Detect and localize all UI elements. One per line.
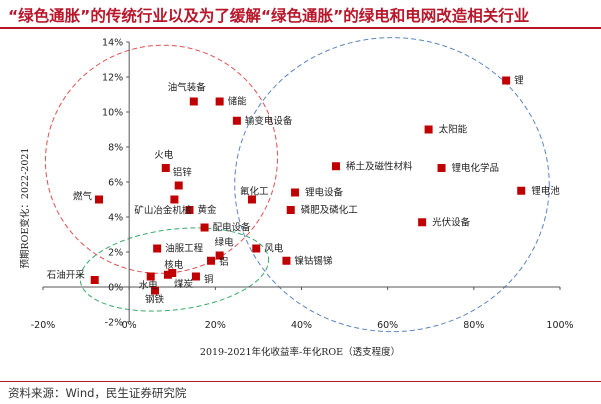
x-tick-label: 0% — [122, 320, 137, 331]
data-point — [215, 97, 224, 106]
y-tick-label: 14% — [102, 38, 123, 49]
x-tick-label: 40% — [291, 320, 312, 331]
data-point — [247, 195, 256, 204]
data-point-label: 太阳能 — [439, 124, 468, 136]
data-point — [161, 164, 170, 172]
x-tick-label: 80% — [463, 320, 484, 331]
data-point — [215, 251, 224, 260]
data-point-label: 铜 — [204, 274, 214, 286]
data-point — [200, 223, 209, 232]
data-point — [424, 125, 433, 134]
data-point — [151, 286, 160, 295]
data-point-label: 锂电化学品 — [452, 162, 500, 174]
cluster-ellipses — [44, 37, 550, 333]
x-tick-label: 60% — [377, 320, 398, 331]
data-point — [437, 164, 446, 172]
x-tick-label: 100% — [546, 320, 573, 331]
data-point — [331, 162, 340, 171]
data-point-label: 火电 — [154, 149, 174, 161]
blue-cluster-ellipse — [234, 37, 550, 333]
data-point-label: 配电设备 — [213, 222, 252, 234]
y-tick-label: 4% — [108, 213, 123, 224]
data-point-label: 锂电池 — [531, 185, 560, 197]
data-point-label: 铝 — [219, 256, 229, 268]
y-tick-label: 8% — [108, 143, 123, 154]
data-point — [282, 256, 291, 265]
chart-axes: -20% 0% 20% 40% 60% 80% 100%-2%0%2%4%6%8%10%12… — [31, 38, 574, 332]
data-point — [95, 195, 104, 204]
data-point-label: 核电 — [164, 259, 184, 271]
data-point-label: 光伏设备 — [432, 216, 471, 228]
data-point — [146, 272, 155, 281]
data-point — [207, 256, 216, 265]
data-point-label: 油服工程 — [165, 243, 204, 255]
x-tick-label: 20% — [205, 320, 226, 331]
data-point — [153, 244, 162, 253]
data-point-label: 水电 — [139, 280, 159, 292]
data-point-label: 锂电设备 — [305, 187, 344, 199]
data-point-label: 稀土及磁性材料 — [346, 160, 413, 172]
y-tick-label: 0% — [108, 283, 123, 294]
data-point-label: 绿电 — [215, 237, 235, 249]
data-point-label: 储能 — [228, 96, 248, 108]
data-point — [232, 116, 241, 125]
data-point — [418, 218, 427, 227]
data-point-label: 铝锌 — [173, 167, 193, 179]
data-point — [191, 272, 200, 281]
data-point — [189, 97, 198, 106]
data-point-label: 油气装备 — [168, 82, 207, 94]
data-point — [185, 206, 194, 214]
y-tick-label: -2% — [105, 318, 124, 329]
data-point-label: 氟化工 — [240, 186, 269, 198]
data-point-label: 钢铁 — [145, 294, 165, 306]
data-point-label: 煤炭 — [174, 278, 194, 290]
data-point — [291, 188, 300, 197]
red-cluster-ellipse — [44, 44, 279, 274]
data-point-label: 矿山冶金机械 — [134, 205, 192, 217]
x-axis-title: 2019-2021年化收益率-年化ROE（透支程度） — [200, 346, 400, 358]
data-point-label: 锂 — [514, 75, 524, 87]
data-point — [174, 181, 183, 190]
data-point — [286, 206, 295, 214]
data-point — [517, 186, 526, 195]
data-points — [90, 76, 526, 295]
data-point — [170, 195, 179, 204]
data-point-label: 黄金 — [197, 204, 217, 216]
data-point-label: 镍钴锡锑 — [294, 255, 333, 267]
y-axis-title: 预期ROE变化：2022-2021 — [19, 148, 31, 269]
y-tick-label: 2% — [108, 248, 123, 259]
green-cluster-ellipse — [79, 227, 270, 312]
source-note: 资料来源：Wind，民生证券研究院 — [8, 386, 187, 400]
data-point — [163, 270, 172, 279]
chart-title: “绿色通胀”的传统行业以及为了缓解“绿色通胀”的绿电和电网改造相关行业 — [8, 7, 530, 25]
x-tick-label: -20% — [31, 320, 56, 331]
data-point — [90, 276, 99, 284]
y-tick-label: 12% — [102, 73, 123, 84]
data-point — [502, 76, 511, 85]
data-point — [168, 269, 177, 277]
data-point-label: 石油开采 — [47, 269, 86, 281]
y-tick-label: 10% — [102, 108, 123, 119]
data-point-label: 输变电设备 — [245, 115, 293, 127]
footer-divider — [0, 381, 601, 382]
data-point-label: 燃气 — [73, 191, 93, 203]
data-point-label: 风电 — [264, 243, 284, 255]
title-divider — [0, 27, 601, 29]
scatter-chart: -20% 0% 20% 40% 60% 80% 100%-2%0%2%4%6%8%10%12… — [19, 37, 574, 358]
y-tick-label: 6% — [108, 178, 123, 189]
data-point — [252, 244, 261, 253]
data-point-label: 磷肥及磷化工 — [301, 204, 359, 216]
